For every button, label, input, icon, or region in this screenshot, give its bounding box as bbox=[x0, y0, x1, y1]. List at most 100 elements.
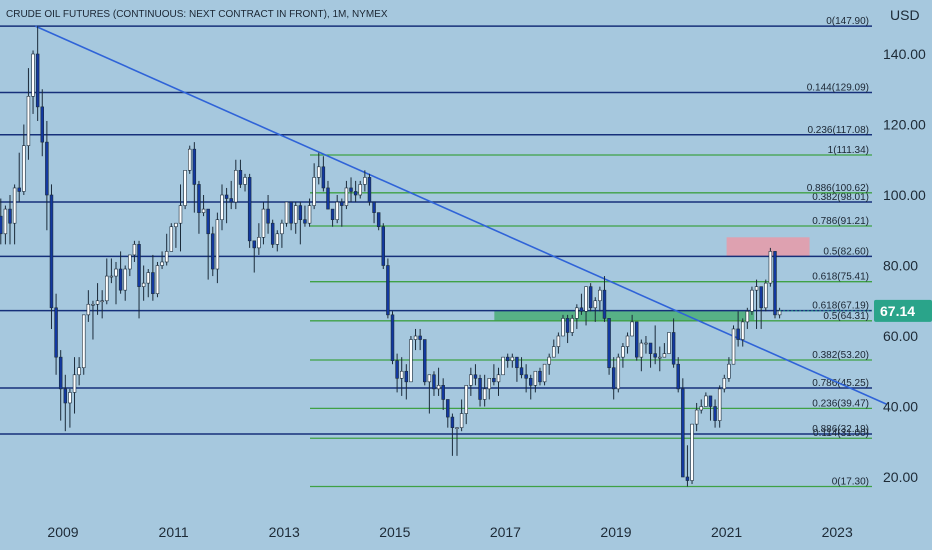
candle bbox=[137, 240, 141, 319]
fib-label: 0.236(39.47) bbox=[812, 398, 869, 409]
candle bbox=[86, 290, 91, 322]
candle bbox=[188, 145, 192, 174]
candle bbox=[252, 240, 256, 273]
candle bbox=[524, 364, 528, 393]
candle bbox=[694, 402, 699, 432]
candle bbox=[141, 265, 146, 301]
fib-label: 0.114(31.00) bbox=[813, 428, 869, 439]
candle bbox=[118, 251, 123, 294]
candle bbox=[681, 378, 685, 478]
fib-levels-layer: 0(147.90) 0.144(129.09) 0.236(117.08) 0.382… bbox=[0, 16, 872, 488]
candle bbox=[0, 198, 3, 245]
candle bbox=[727, 357, 731, 382]
candle bbox=[201, 195, 206, 217]
x-tick-label: 2023 bbox=[822, 524, 853, 540]
candle bbox=[561, 314, 565, 337]
candle bbox=[247, 173, 252, 248]
candle bbox=[487, 377, 491, 400]
y-tick-label: 140.00 bbox=[883, 46, 926, 62]
candle bbox=[128, 254, 132, 277]
candle bbox=[220, 184, 224, 231]
candle bbox=[404, 364, 409, 400]
support-zone bbox=[494, 310, 755, 321]
candle bbox=[644, 336, 648, 354]
fib-label: 0.618(75.41) bbox=[812, 272, 869, 283]
x-tick-label: 2015 bbox=[379, 524, 410, 540]
candle bbox=[312, 163, 316, 210]
candle bbox=[105, 258, 109, 305]
candle bbox=[630, 314, 634, 337]
candle bbox=[510, 353, 515, 368]
candle bbox=[40, 89, 44, 157]
candle bbox=[552, 339, 556, 358]
candle bbox=[625, 332, 630, 354]
candle bbox=[169, 223, 174, 252]
fib-label: 0.5(64.31) bbox=[823, 311, 869, 322]
candle bbox=[372, 201, 376, 224]
candle bbox=[307, 198, 312, 227]
candle bbox=[459, 399, 464, 432]
candle bbox=[289, 201, 293, 231]
candle bbox=[754, 279, 759, 329]
candle bbox=[12, 184, 17, 245]
fib-label: 0.618(67.19) bbox=[812, 301, 869, 312]
candle bbox=[708, 395, 713, 421]
candle bbox=[326, 180, 330, 210]
candle bbox=[482, 374, 487, 407]
y-tick-label: 100.00 bbox=[883, 187, 926, 203]
candle bbox=[432, 371, 436, 396]
candle bbox=[261, 202, 266, 245]
candle bbox=[515, 356, 519, 382]
fib-label: 0(17.30) bbox=[832, 477, 869, 488]
candle bbox=[353, 180, 358, 203]
candle bbox=[423, 339, 427, 386]
candle bbox=[321, 156, 326, 192]
fib-label: 1(111.34) bbox=[828, 145, 869, 156]
candle bbox=[399, 357, 404, 396]
candle bbox=[547, 353, 551, 375]
fib-label: 0.236(117.08) bbox=[807, 125, 869, 136]
candle bbox=[72, 357, 77, 414]
candle bbox=[164, 233, 169, 266]
axes-layer: 140.00 120.00 100.00 80.00 60.00 40.00 20.00 20… bbox=[47, 46, 926, 540]
resistance-zone bbox=[726, 237, 810, 257]
candle bbox=[68, 388, 72, 428]
candle bbox=[17, 152, 21, 203]
x-tick-label: 2021 bbox=[711, 524, 742, 540]
candle bbox=[685, 445, 690, 487]
candle bbox=[206, 208, 210, 280]
candle bbox=[298, 202, 303, 245]
candle bbox=[639, 339, 644, 372]
candle bbox=[270, 219, 275, 248]
candle bbox=[731, 325, 736, 365]
candle bbox=[764, 279, 768, 312]
candle bbox=[575, 304, 579, 329]
candle bbox=[344, 180, 349, 210]
candle bbox=[492, 364, 496, 386]
candle bbox=[109, 258, 114, 284]
candle bbox=[704, 392, 708, 407]
y-tick-label: 120.00 bbox=[883, 117, 926, 133]
fib-label: 0.382(53.20) bbox=[812, 350, 869, 361]
candle bbox=[335, 195, 339, 224]
candle bbox=[662, 343, 667, 358]
candle bbox=[690, 423, 694, 485]
candle bbox=[211, 226, 215, 277]
candle bbox=[330, 208, 335, 227]
candle bbox=[478, 374, 482, 407]
candle bbox=[45, 120, 49, 231]
candle bbox=[469, 367, 473, 396]
candle bbox=[713, 399, 717, 428]
candle bbox=[648, 342, 653, 368]
candle bbox=[588, 283, 593, 312]
candle bbox=[570, 314, 574, 336]
candle bbox=[667, 332, 671, 354]
fib-label: 0.886(100.62) bbox=[807, 183, 869, 194]
candle bbox=[741, 318, 745, 347]
candle bbox=[178, 184, 183, 252]
candle bbox=[26, 68, 31, 160]
candle bbox=[317, 152, 321, 185]
candle bbox=[31, 50, 35, 114]
fib-label: 0.382(98.01) bbox=[812, 192, 869, 203]
